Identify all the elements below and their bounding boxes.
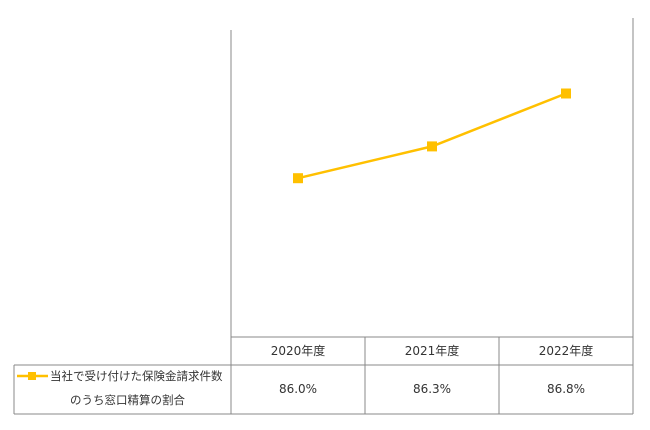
legend-marker-icon — [28, 372, 36, 380]
data-table-grid — [13, 336, 634, 415]
value-label-0: 86.0% — [279, 382, 317, 396]
data-point-1 — [427, 141, 437, 152]
value-label-1: 86.3% — [413, 382, 451, 396]
value-label-2: 86.8% — [547, 382, 585, 396]
category-label-0: 2020年度 — [271, 343, 326, 358]
category-label-2: 2022年度 — [539, 343, 594, 358]
data-point-0 — [293, 173, 303, 184]
legend-label-line1: 当社で受け付けた保険金請求件数 — [50, 369, 223, 383]
legend: 当社で受け付けた保険金請求件数 のうち窓口精算の割合 — [17, 369, 223, 407]
category-label-1: 2021年度 — [405, 343, 460, 358]
data-point-2 — [561, 88, 571, 99]
series-line — [297, 92, 567, 180]
legend-label-line2: のうち窓口精算の割合 — [70, 393, 185, 407]
